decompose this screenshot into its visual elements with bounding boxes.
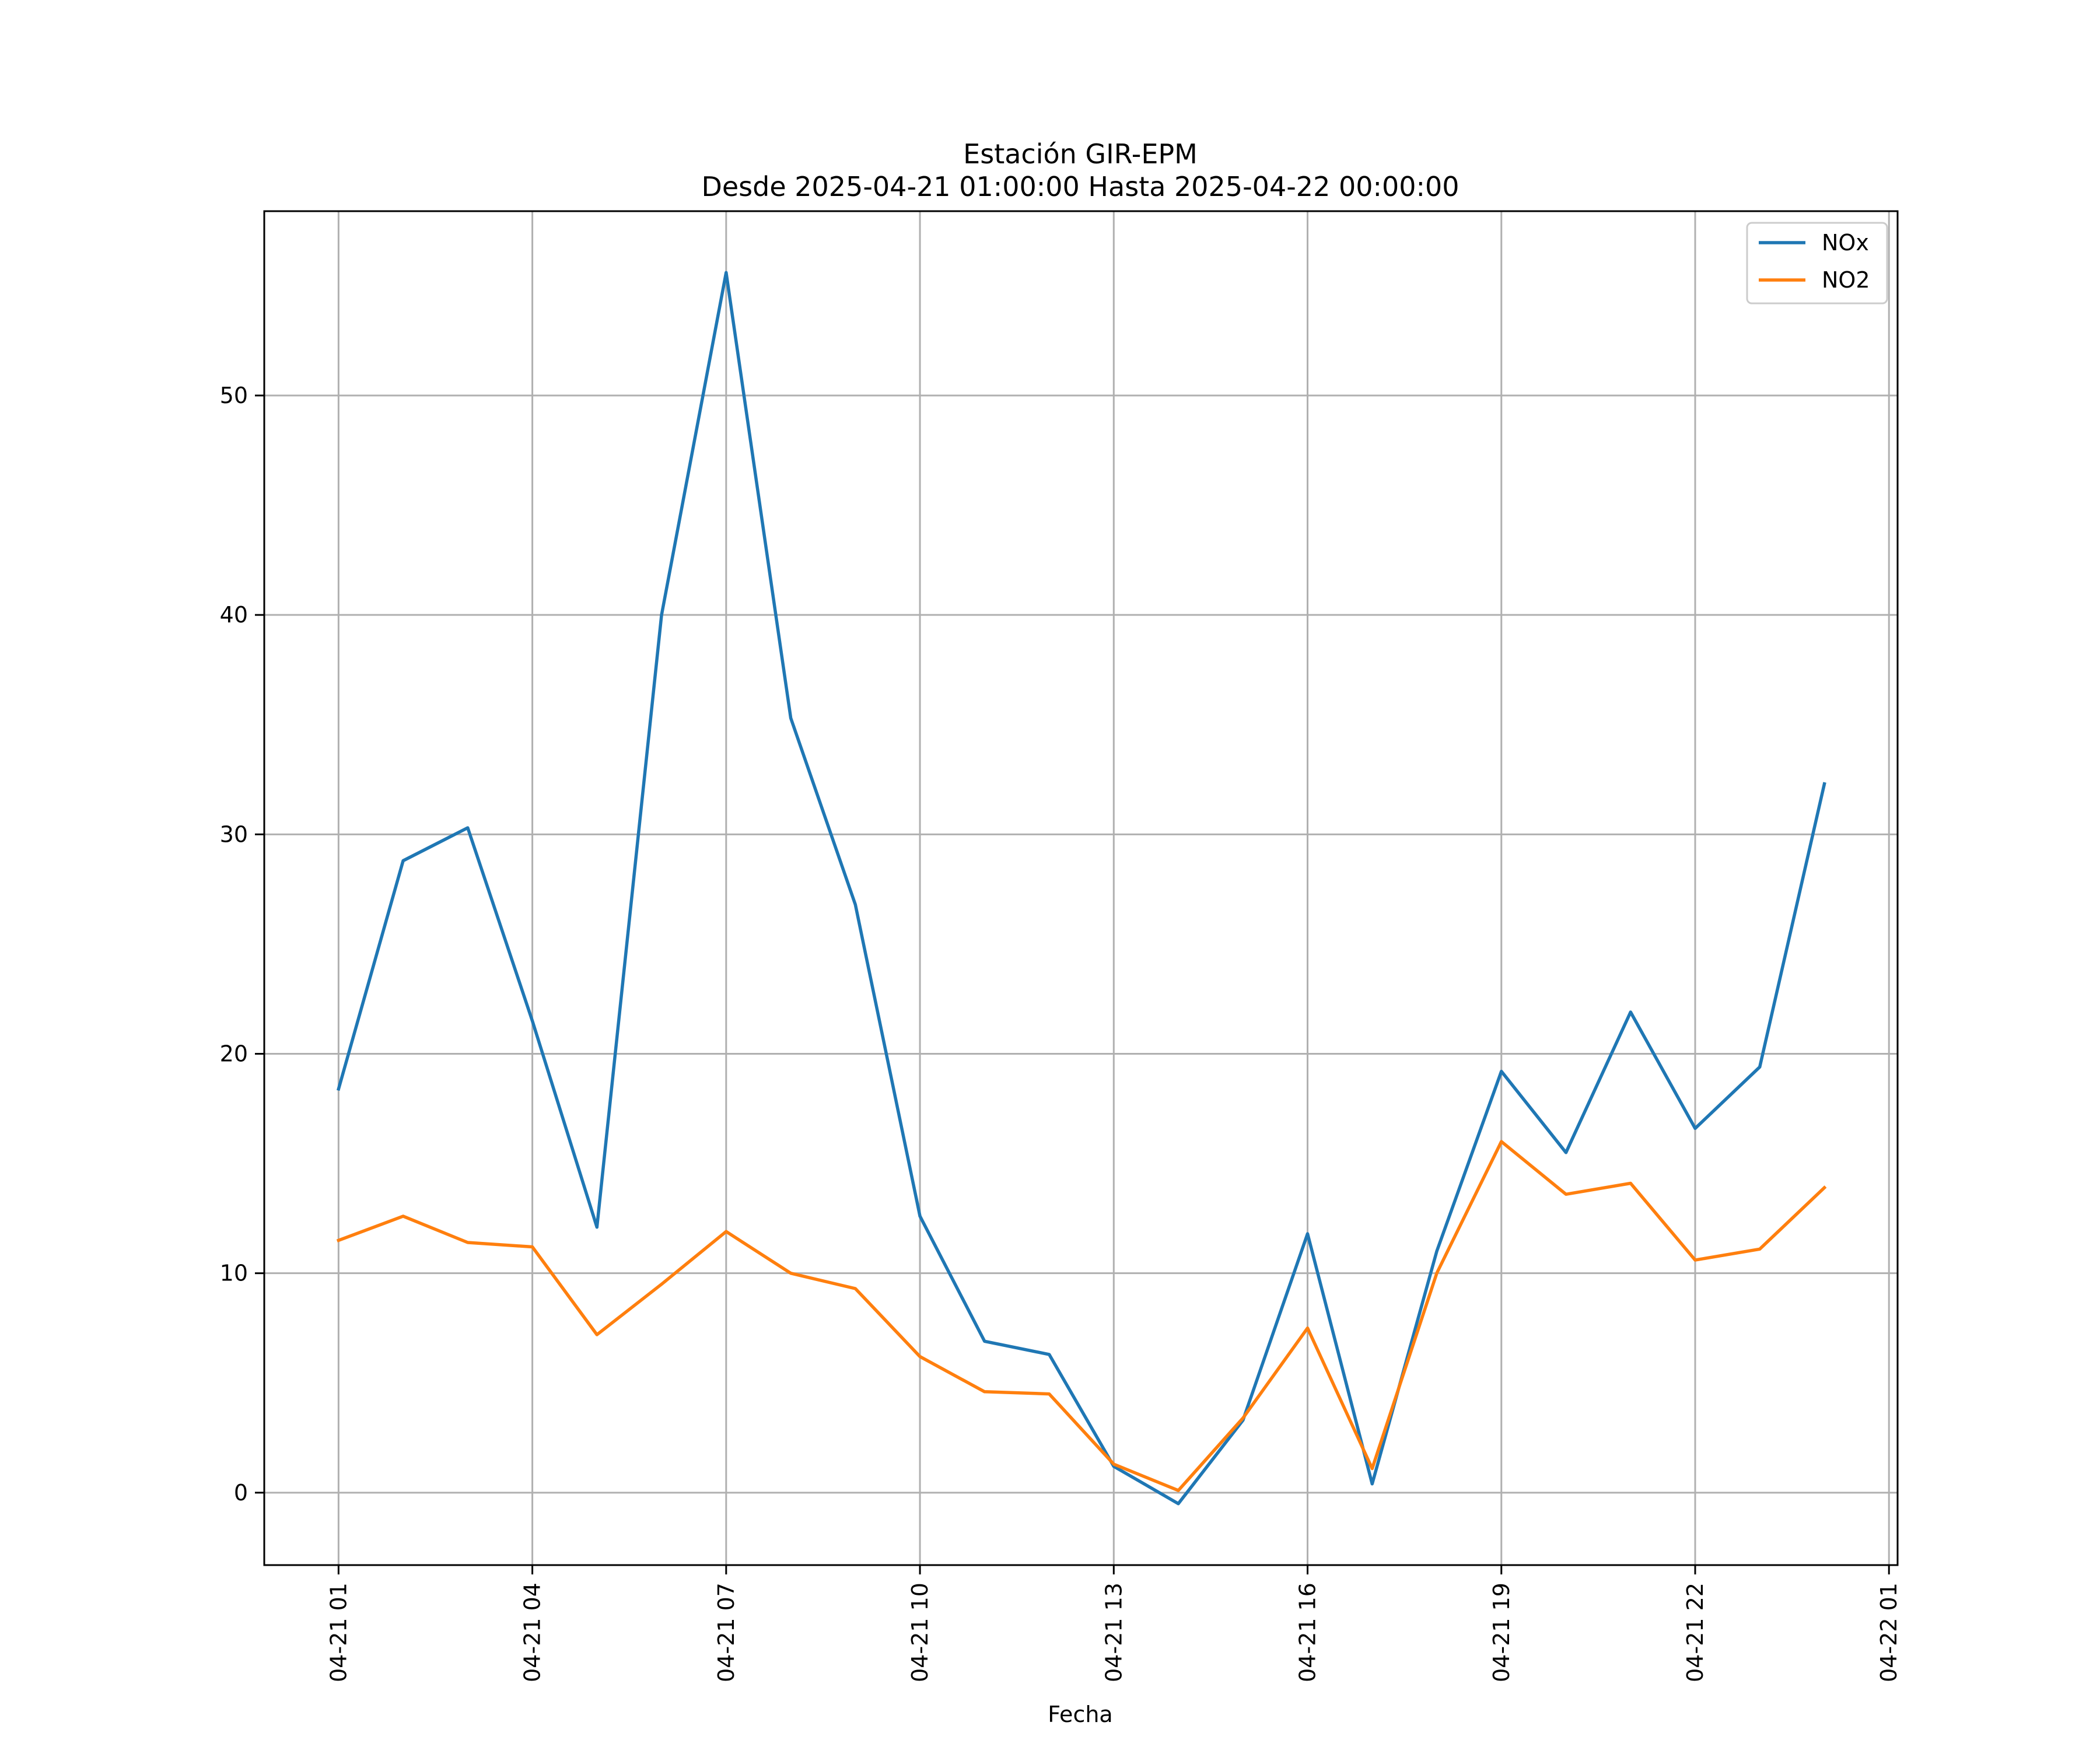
chart-title: Estación GIR-EPM bbox=[963, 138, 1198, 170]
x-tick-label: 04-21 19 bbox=[1489, 1583, 1514, 1682]
x-axis-label: Fecha bbox=[1048, 1702, 1112, 1727]
y-axis: 0 10 20 30 40 50 bbox=[220, 383, 264, 1506]
legend-label: NO2 bbox=[1822, 267, 1870, 293]
x-tick-label: 04-21 13 bbox=[1101, 1583, 1126, 1682]
chart-subtitle: Desde 2025-04-21 01:00:00 Hasta 2025-04-… bbox=[701, 171, 1459, 202]
y-tick-label: 40 bbox=[220, 602, 248, 628]
x-tick-label: 04-21 04 bbox=[520, 1583, 545, 1682]
y-tick-label: 30 bbox=[220, 821, 248, 847]
y-tick-label: 10 bbox=[220, 1261, 248, 1286]
x-tick-label: 04-21 01 bbox=[326, 1583, 351, 1682]
grid bbox=[264, 211, 1898, 1565]
x-tick-label: 04-21 10 bbox=[907, 1583, 933, 1682]
y-tick-label: 20 bbox=[220, 1041, 248, 1067]
x-tick-label: 04-21 16 bbox=[1295, 1583, 1321, 1682]
series-line-nox bbox=[337, 271, 1826, 1506]
plot-frame bbox=[263, 210, 1899, 1566]
legend: NOx NO2 bbox=[1746, 222, 1888, 304]
x-axis: 04-21 01 04-21 04 04-21 07 04-21 10 04-21 13… bbox=[326, 1565, 1902, 1682]
x-tick-label: 04-21 22 bbox=[1682, 1583, 1708, 1682]
y-tick-label: 50 bbox=[220, 383, 248, 408]
y-tick-label: 0 bbox=[234, 1480, 248, 1506]
legend-label: NOx bbox=[1822, 230, 1869, 256]
series-layer bbox=[336, 271, 1827, 1506]
series-line-no2 bbox=[336, 1140, 1827, 1492]
x-tick-label: 04-21 07 bbox=[713, 1583, 739, 1682]
x-tick-label: 04-22 01 bbox=[1876, 1583, 1902, 1682]
